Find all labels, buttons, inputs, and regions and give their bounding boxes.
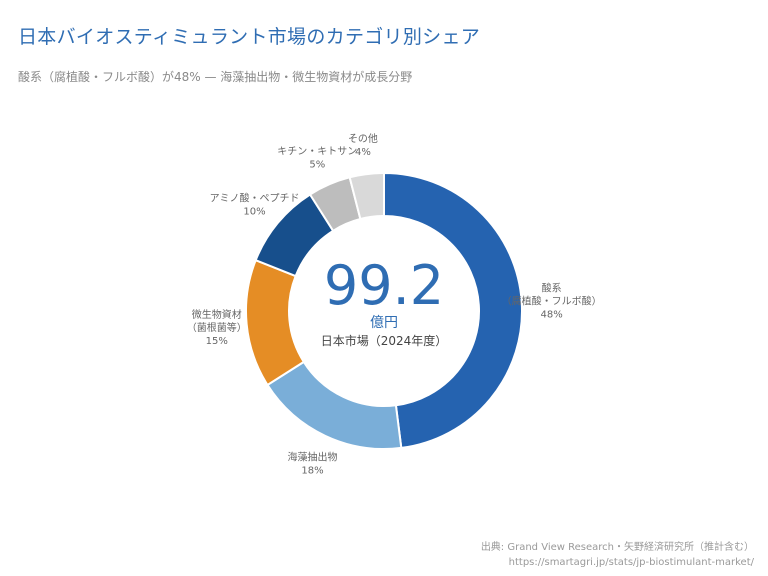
donut-slice [383, 171, 523, 450]
center-label: 日本市場（2024年度） [320, 334, 448, 348]
slice-name-label: 酸系 [542, 281, 562, 294]
source-url: https://smartagri.jp/stats/jp-biostimula… [508, 557, 754, 568]
chart-subtitle: 酸系（腐植酸・フルボ酸）が48% — 海藻抽出物・微生物資材が成長分野 [18, 70, 413, 84]
slice-name-label: （菌根菌等） [187, 321, 247, 334]
slice-name-label: 微生物資材 [192, 308, 242, 321]
slice-name-label: その他 [348, 132, 378, 145]
slice-name-label: キチン・キトサン [277, 145, 357, 157]
chart-title: 日本バイオスティミュラント市場のカテゴリ別シェア [18, 26, 481, 48]
slice-name-label: （腐植酸・フルボ酸） [502, 294, 602, 307]
slice-value-label: 10% [243, 206, 265, 217]
slice-value-label: 4% [355, 147, 371, 158]
slice-value-label: 15% [206, 336, 228, 347]
slice-name-label: アミノ酸・ペプチド [210, 191, 300, 204]
slice-value-label: 48% [541, 309, 563, 320]
source-line: 出典: Grand View Research・矢野経済研究所（推計含む） [480, 542, 754, 553]
center-total-value: 99.2 [323, 254, 445, 317]
slice-labels: 酸系（腐植酸・フルボ酸） 48% 海藻抽出物 18% 微生物資材（菌根菌等） 15% アミノ… [187, 132, 602, 477]
slice-label: 酸系（腐植酸・フルボ酸） 48% [502, 281, 602, 320]
donut-slices [245, 171, 523, 450]
slice-label: その他 4% [348, 132, 378, 158]
slice-value-label: 5% [309, 159, 325, 170]
slice-value-label: 18% [301, 466, 323, 477]
center-unit: 億円 [370, 315, 398, 331]
donut-slice [266, 360, 403, 450]
source-note: 出典: Grand View Research・矢野経済研究所（推計含む） ht… [481, 540, 754, 570]
slice-label: キチン・キトサン 5% [277, 145, 357, 170]
slice-label: アミノ酸・ペプチド 10% [210, 191, 300, 217]
slice-label: 海藻抽出物 18% [287, 451, 337, 477]
slice-name-label: 海藻抽出物 [287, 451, 337, 464]
slice-label: 微生物資材（菌根菌等） 15% [187, 308, 247, 347]
donut-slice [348, 171, 385, 221]
